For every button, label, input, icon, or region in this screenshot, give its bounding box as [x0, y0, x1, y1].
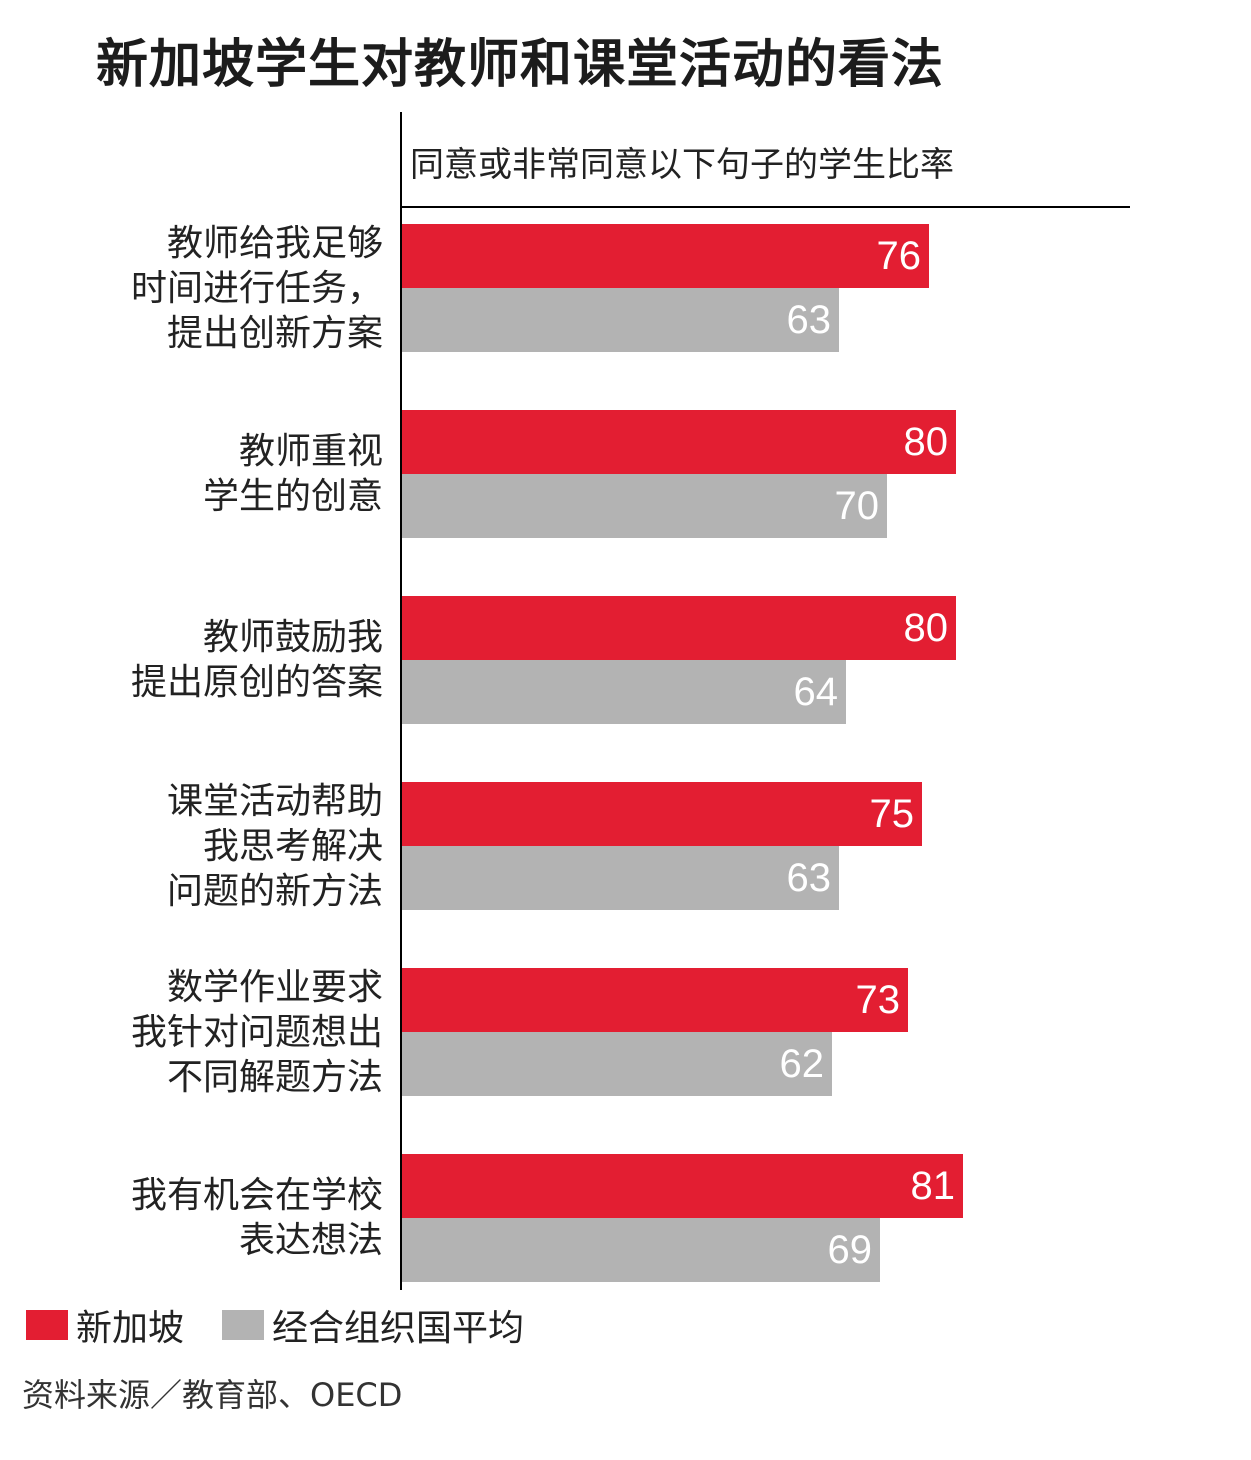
category-label: 教师给我足够 时间进行任务， 提出创新方案	[131, 221, 383, 356]
category-axis-line	[400, 112, 402, 1290]
category-label-line: 问题的新方法	[166, 870, 383, 912]
category-label: 我有机会在学校 表达想法	[131, 1173, 383, 1263]
category-label-line: 表达想法	[238, 1220, 383, 1261]
category-label-line: 我思考解决	[202, 825, 383, 867]
category-label-line: 学生的创意	[202, 476, 383, 517]
legend-swatch-singapore	[26, 1310, 68, 1340]
legend-label-singapore: 新加坡	[76, 1308, 185, 1349]
bar-oecd: 63	[402, 846, 839, 910]
bar-singapore: 73	[402, 968, 908, 1032]
bar-value-label: 81	[910, 1163, 956, 1208]
bar-singapore: 80	[402, 410, 956, 474]
legend-item-oecd: 经合组织国平均	[222, 1299, 524, 1351]
source-note: 资料来源／教育部、OECD	[22, 1376, 403, 1414]
legend-label-oecd: 经合组织国平均	[272, 1308, 525, 1349]
bar-oecd: 70	[402, 474, 887, 538]
bar-value-label: 63	[786, 855, 832, 900]
bar-oecd: 62	[402, 1032, 832, 1096]
bar-singapore: 80	[402, 596, 956, 660]
bar-value-label: 80	[903, 419, 949, 464]
bar-value-label: 80	[903, 605, 949, 650]
category-label: 数学作业要求 我针对问题想出 不同解题方法	[131, 965, 383, 1100]
chart-title: 新加坡学生对教师和课堂活动的看法	[96, 35, 945, 95]
bar-value-label: 63	[786, 297, 832, 342]
bar-value-label: 69	[827, 1227, 873, 1272]
bar-oecd: 69	[402, 1218, 880, 1282]
category-label-line: 我有机会在学校	[130, 1175, 383, 1216]
bar-oecd: 63	[402, 288, 839, 352]
bar-singapore: 76	[402, 224, 929, 288]
category-label-line: 不同解题方法	[166, 1056, 383, 1098]
category-label: 课堂活动帮助 我思考解决 问题的新方法	[167, 779, 383, 914]
category-label-line: 课堂活动帮助	[166, 780, 383, 822]
category-label-line: 数学作业要求	[166, 966, 383, 1008]
legend-swatch-oecd	[222, 1310, 265, 1340]
category-label: 教师鼓励我 提出原创的答案	[131, 615, 383, 705]
category-label-line: 教师重视	[238, 431, 383, 472]
category-label: 教师重视 学生的创意	[203, 429, 383, 519]
bar-singapore: 81	[402, 1154, 963, 1218]
category-label-line: 教师鼓励我	[202, 617, 383, 658]
legend-item-singapore: 新加坡	[26, 1299, 184, 1351]
bar-singapore: 75	[402, 782, 922, 846]
category-label-line: 提出原创的答案	[130, 662, 383, 703]
category-label-line: 提出创新方案	[166, 312, 383, 354]
bar-oecd: 64	[402, 660, 846, 724]
subtitle-rule	[402, 206, 1130, 208]
bar-value-label: 64	[793, 669, 839, 714]
bar-value-label: 62	[779, 1041, 825, 1086]
chart-subtitle: 同意或非常同意以下句子的学生比率	[410, 145, 954, 185]
category-label-line: 教师给我足够	[166, 222, 383, 264]
bar-value-label: 73	[855, 977, 901, 1022]
category-label-line: 时间进行任务，	[130, 267, 383, 309]
category-label-line: 我针对问题想出	[130, 1011, 383, 1053]
bar-value-label: 76	[876, 233, 922, 278]
legend: 新加坡 经合组织国平均	[26, 1299, 562, 1351]
bar-value-label: 70	[834, 483, 880, 528]
bar-value-label: 75	[869, 791, 915, 836]
